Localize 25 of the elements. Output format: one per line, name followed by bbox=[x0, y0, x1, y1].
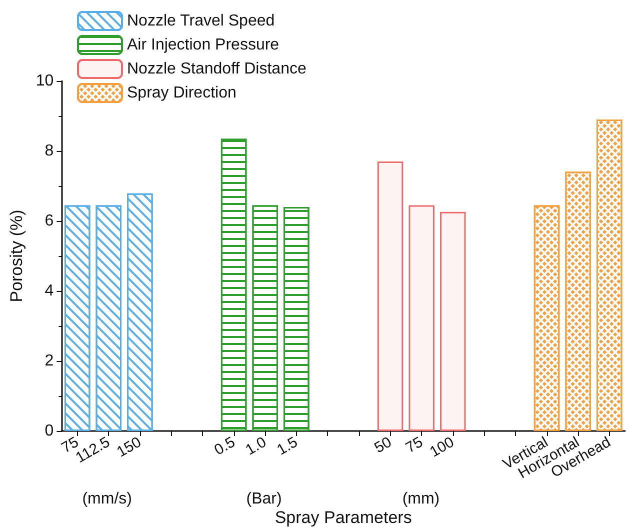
y-tick-label: 6 bbox=[44, 212, 54, 230]
x-axis-title: Spray Parameters bbox=[274, 508, 412, 527]
legend-label: Nozzle Standoff Distance bbox=[127, 60, 306, 78]
y-tick-label: 0 bbox=[44, 422, 54, 440]
y-tick-label: 2 bbox=[44, 352, 54, 370]
y-tick-label: 8 bbox=[44, 142, 54, 160]
x-tick-label: 150 bbox=[114, 434, 144, 461]
bar bbox=[377, 162, 404, 431]
bar bbox=[408, 205, 434, 431]
legend-label: Nozzle Travel Speed bbox=[127, 12, 275, 30]
y-axis-title: Porosity (%) bbox=[7, 210, 26, 302]
x-tick-label: 1.5 bbox=[274, 434, 301, 459]
legend-label: Air Injection Pressure bbox=[127, 36, 280, 54]
legend-label: Spray Direction bbox=[127, 84, 236, 102]
text: (Bar) bbox=[246, 490, 282, 508]
text: (mm/s) bbox=[82, 490, 132, 508]
x-tick-label: 1.0 bbox=[242, 434, 270, 459]
x-tick-label: 50 bbox=[372, 434, 395, 457]
x-tick-label: 75 bbox=[402, 434, 426, 457]
text: (mm) bbox=[402, 490, 440, 508]
x-tick-label: 100 bbox=[426, 434, 458, 461]
x-tick-label: 0.5 bbox=[212, 434, 238, 459]
y-tick-label: 4 bbox=[44, 282, 54, 300]
bar bbox=[440, 212, 466, 431]
y-tick-label: 10 bbox=[36, 72, 54, 90]
